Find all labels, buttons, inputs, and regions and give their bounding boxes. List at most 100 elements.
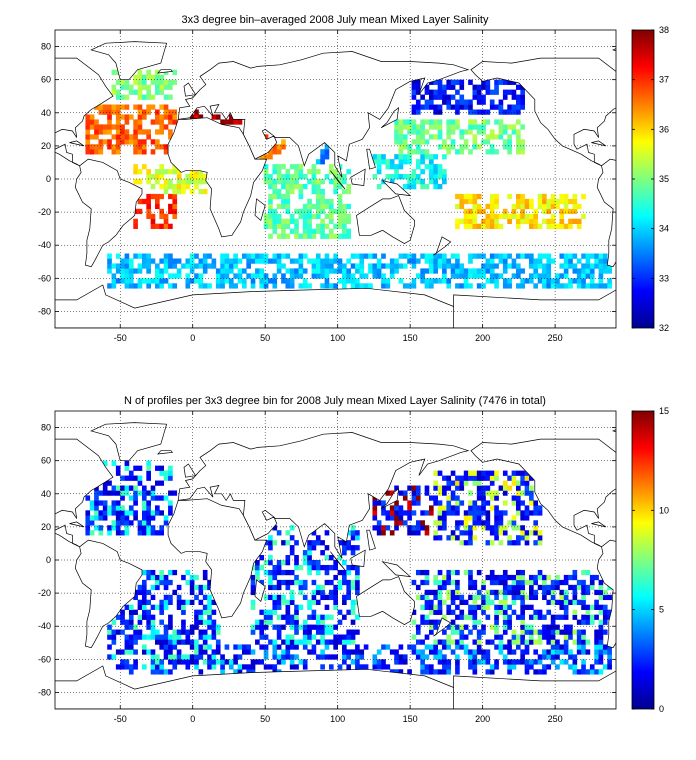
bin-cell: [485, 213, 491, 220]
bin-cell: [411, 129, 417, 135]
bin-cell: [215, 273, 221, 279]
bin-cell: [502, 109, 508, 115]
bin-cell: [585, 268, 591, 274]
bin-cell: [515, 470, 521, 476]
bin-cell: [450, 268, 456, 274]
bin-cell: [172, 273, 178, 279]
bin-cell: [141, 644, 147, 650]
bin-cell: [246, 649, 251, 655]
bin-cell: [572, 664, 578, 670]
bin-cell: [481, 579, 486, 586]
bin-cell: [520, 639, 525, 645]
bin-cell: [472, 525, 478, 531]
bin-cell: [446, 94, 452, 100]
bin-cell: [150, 584, 156, 591]
bin-cell: [268, 569, 273, 576]
bin-cell: [307, 604, 312, 610]
bin-cell: [494, 203, 499, 210]
bin-cell: [355, 579, 360, 586]
bin-cell: [598, 629, 604, 635]
bin-cell: [120, 139, 125, 145]
bin-cell: [355, 545, 360, 551]
bin-cell: [502, 579, 508, 586]
bin-cell: [602, 283, 608, 289]
bin-cell: [281, 614, 286, 620]
bin-cell: [594, 639, 599, 645]
bin-cell: [511, 589, 517, 596]
bin-cell: [124, 624, 130, 630]
bin-cell: [155, 664, 160, 670]
bin-cell: [85, 124, 91, 130]
bin-cell: [463, 213, 469, 220]
bin-cell: [476, 619, 482, 625]
bin-cell: [446, 104, 452, 110]
bin-cell: [155, 480, 160, 486]
bin-cell: [433, 124, 438, 130]
bin-cell: [315, 208, 321, 215]
bin-cell: [159, 193, 165, 200]
bin-cell: [124, 460, 130, 466]
bin-cell: [446, 500, 452, 506]
bin-cell: [128, 134, 134, 140]
bin-cell: [546, 574, 552, 581]
bin-cell: [342, 278, 347, 284]
bin-cell: [272, 273, 278, 279]
bin-cell: [155, 604, 160, 610]
bin-cell: [289, 183, 295, 190]
bin-cell: [242, 644, 247, 650]
bin-cell: [124, 475, 130, 481]
bin-cell: [450, 79, 456, 85]
bin-cell: [507, 535, 512, 541]
bin-cell: [563, 574, 569, 581]
bin-cell: [563, 624, 569, 630]
bin-cell: [141, 525, 147, 531]
bin-cell: [537, 278, 543, 284]
bin-cell: [437, 510, 443, 516]
bin-cell: [581, 589, 586, 596]
bin-cell: [189, 263, 195, 269]
bin-cell: [407, 515, 412, 521]
bin-cell: [498, 213, 504, 220]
bin-cell: [342, 263, 347, 269]
bin-cell: [333, 604, 338, 610]
bin-cell: [302, 594, 308, 601]
bin-cell: [346, 203, 352, 210]
bin-cell: [533, 525, 539, 531]
bin-cell: [246, 263, 251, 269]
bin-cell: [468, 258, 473, 264]
bin-cell: [159, 273, 165, 279]
bin-cell: [189, 659, 195, 665]
bin-cell: [502, 258, 508, 264]
bin-cell: [294, 654, 299, 660]
bin-cell: [120, 94, 125, 100]
colorbar-tick-label: 34: [659, 224, 669, 234]
bin-cell: [515, 104, 521, 110]
bin-cell: [155, 278, 160, 284]
bin-cell: [402, 283, 408, 289]
bin-cell: [398, 510, 404, 516]
bin-cell: [376, 169, 382, 175]
bin-cell: [515, 99, 521, 105]
bin-cell: [563, 253, 569, 259]
bin-cell: [455, 644, 460, 650]
bin-cell: [411, 84, 417, 90]
bin-cell: [111, 263, 117, 269]
bin-cell: [94, 495, 99, 501]
bin-cell: [511, 525, 517, 531]
bin-cell: [259, 268, 265, 274]
bin-cell: [429, 253, 434, 259]
bin-cell: [568, 218, 573, 224]
bin-cell: [455, 505, 460, 511]
bin-cell: [507, 669, 512, 675]
bin-cell: [420, 253, 425, 259]
bin-cell: [302, 560, 308, 566]
bin-cell: [594, 253, 599, 259]
bin-cell: [302, 624, 308, 630]
bin-cell: [124, 104, 130, 110]
bin-cell: [568, 253, 573, 259]
bin-cell: [320, 198, 325, 205]
bin-cell: [533, 223, 539, 229]
bin-cell: [207, 604, 212, 610]
bin-cell: [463, 540, 469, 546]
bin-cell: [120, 475, 125, 481]
